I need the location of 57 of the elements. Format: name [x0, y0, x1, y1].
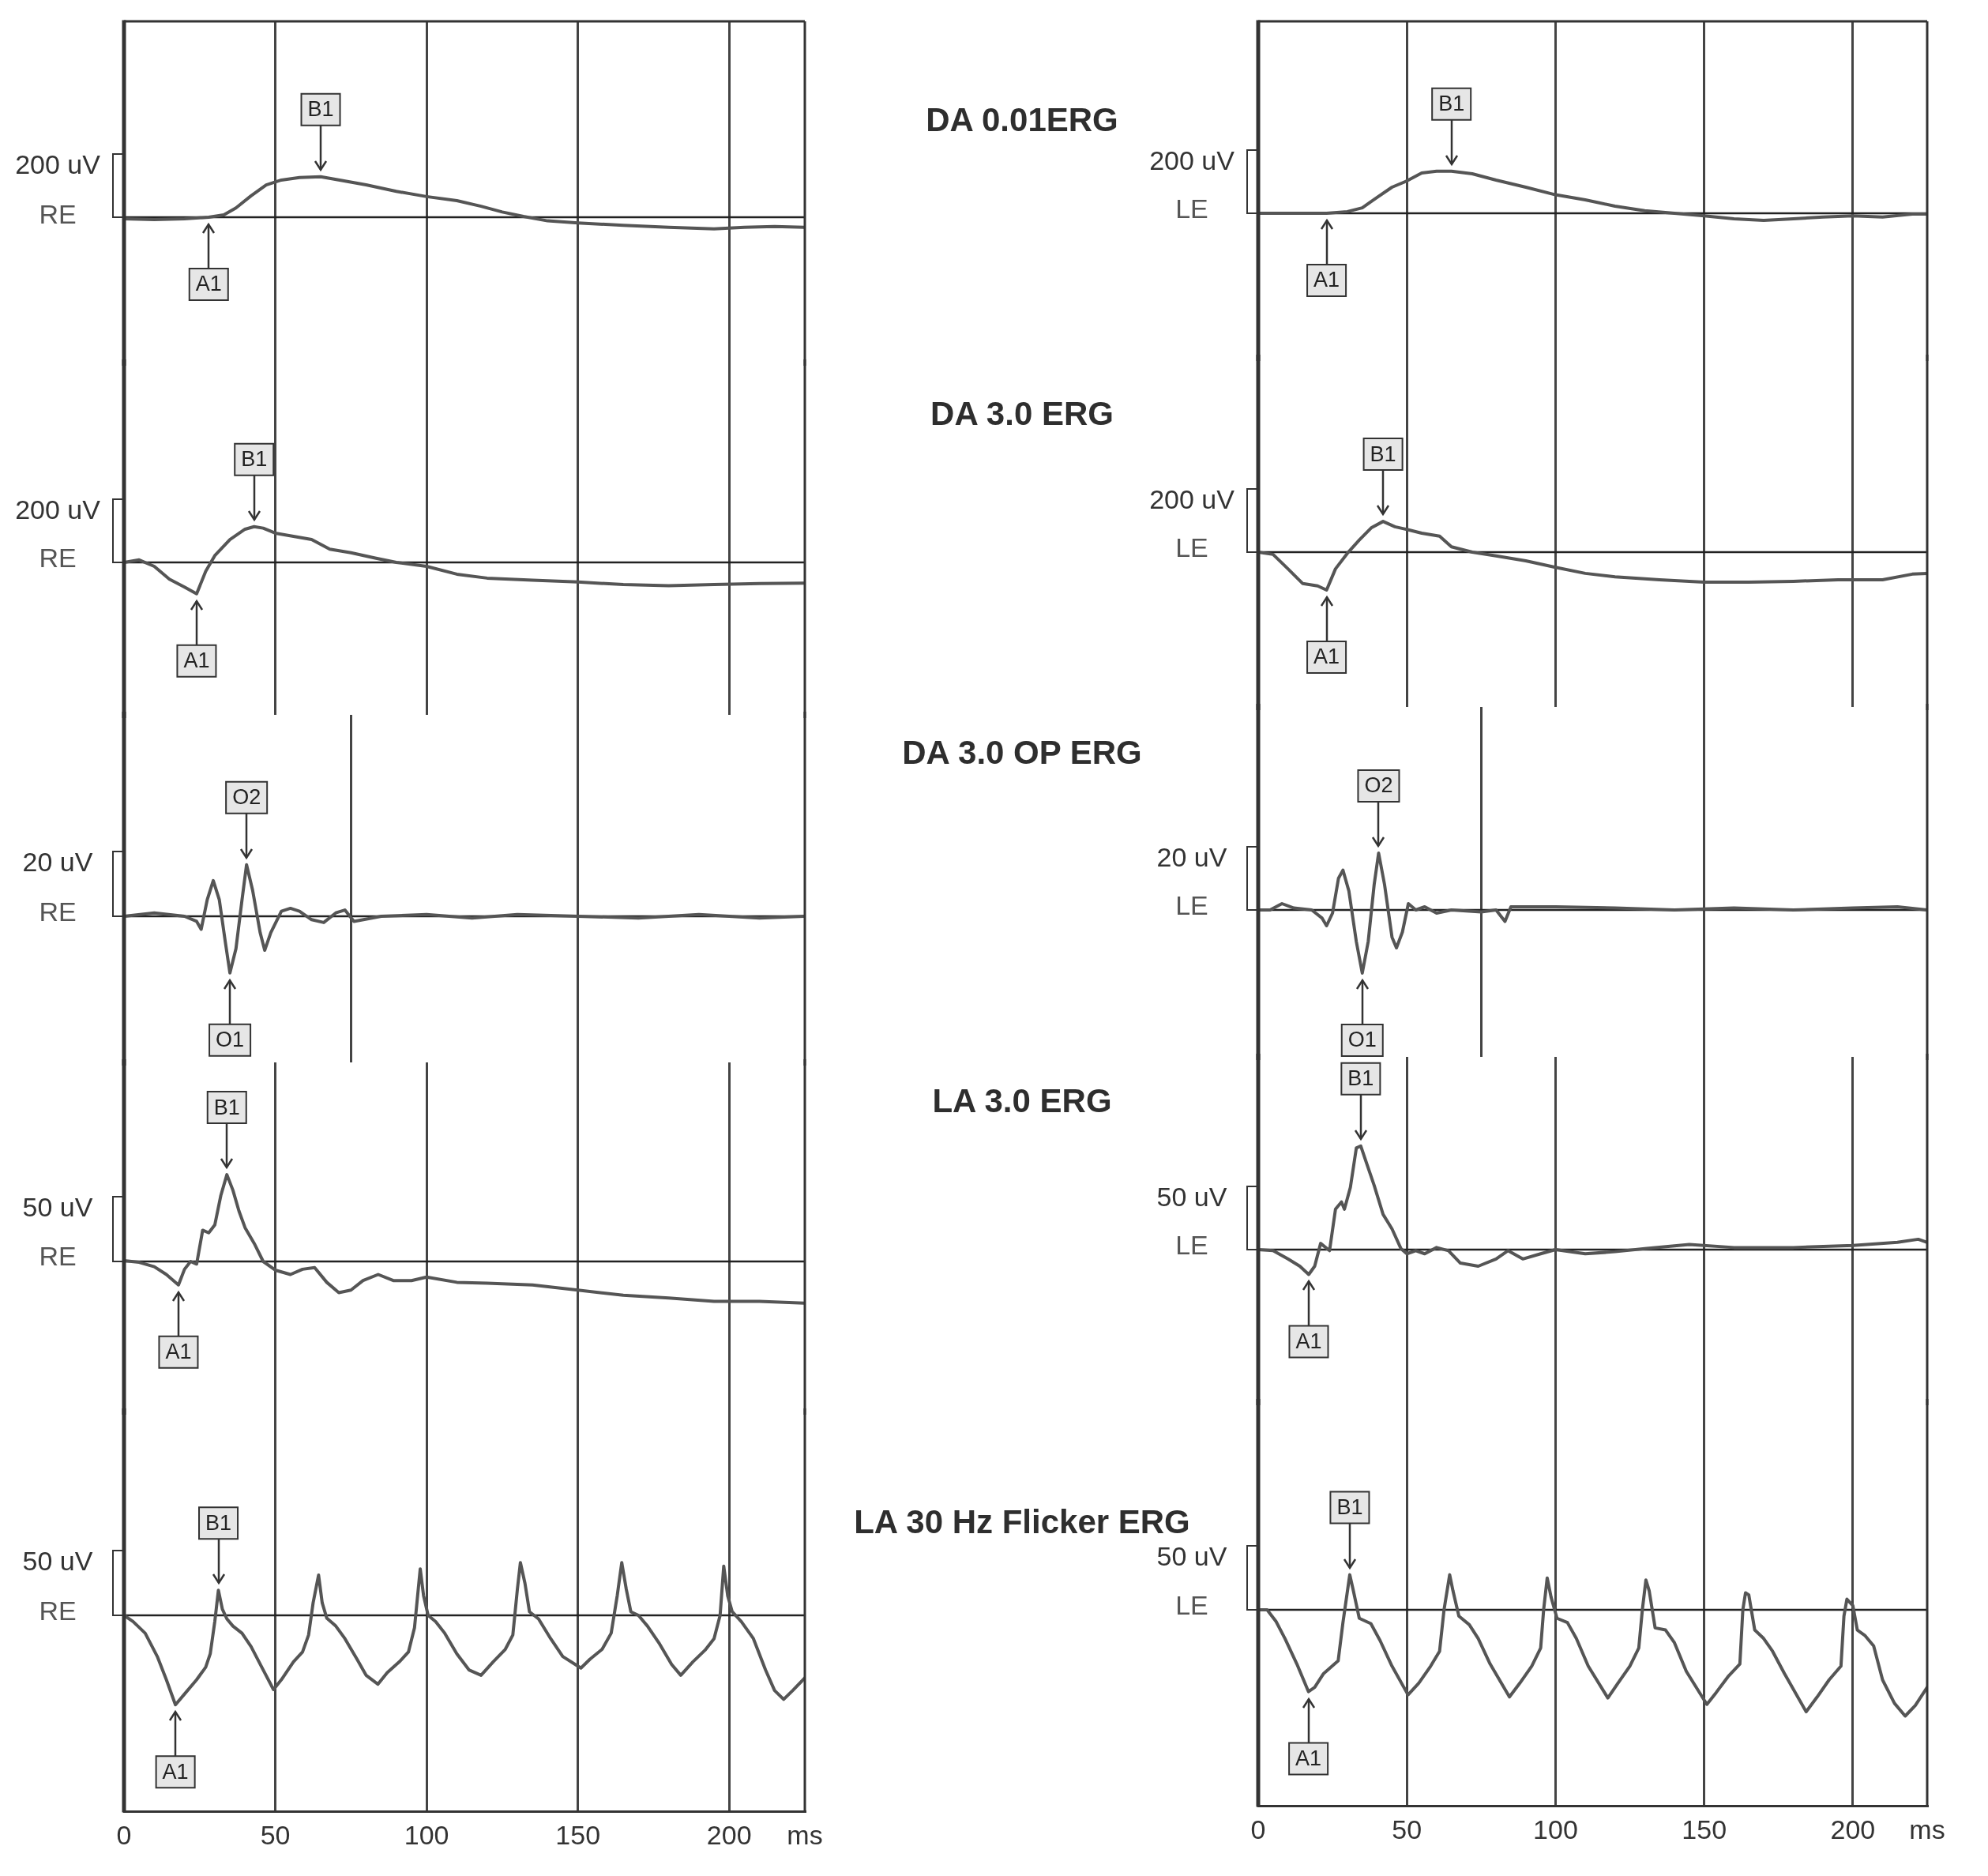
- chart-title: LA 30 Hz Flicker ERG: [854, 1503, 1190, 1540]
- x-tick-label: 100: [404, 1819, 449, 1850]
- series-label: RE: [39, 1596, 77, 1626]
- annotation: B1: [205, 1510, 232, 1535]
- x-tick-label: 50: [1392, 1814, 1422, 1844]
- annotation: B1: [1347, 1066, 1374, 1091]
- x-tick-label: 150: [1682, 1814, 1727, 1844]
- x-tick-label: 0: [116, 1819, 132, 1850]
- annotation: A1: [1313, 268, 1340, 292]
- annotation: B1: [213, 1095, 240, 1119]
- text: 200 uV: [15, 494, 101, 525]
- x-tick-label: 50: [260, 1819, 291, 1850]
- series-label: RE: [39, 897, 77, 927]
- x-axis-title: ms: [787, 1819, 823, 1850]
- annotation: A1: [1313, 645, 1340, 669]
- annotation: O2: [232, 785, 261, 810]
- text: 50 uV: [22, 1546, 93, 1577]
- series-label: RE: [39, 1241, 77, 1272]
- chart-title: DA 0.01ERG: [926, 101, 1118, 138]
- x-axis-title: ms: [1909, 1814, 1945, 1844]
- annotation: A1: [195, 272, 222, 296]
- annotation: B1: [307, 97, 334, 122]
- series-label: RE: [39, 543, 77, 573]
- series-label: LE: [1175, 194, 1208, 224]
- annotation: O2: [1364, 773, 1393, 798]
- text: 20 uV: [1156, 842, 1227, 873]
- series-label: LE: [1175, 1590, 1208, 1621]
- text: 200 uV: [1149, 484, 1235, 515]
- x-tick-label: 200: [706, 1819, 752, 1850]
- x-tick-label: 200: [1830, 1814, 1876, 1844]
- chart-title: LA 3.0 ERG: [932, 1082, 1112, 1119]
- annotation: A1: [165, 1340, 192, 1364]
- text: 50 uV: [1156, 1182, 1227, 1212]
- x-tick-label: 150: [555, 1819, 601, 1850]
- annotation: O1: [216, 1028, 245, 1052]
- annotation: B1: [1370, 442, 1396, 466]
- chart-title: DA 3.0 OP ERG: [902, 734, 1142, 771]
- annotation: A1: [1295, 1746, 1322, 1771]
- text: 200 uV: [15, 149, 101, 180]
- series-label: LE: [1175, 532, 1208, 563]
- annotation: A1: [1295, 1329, 1322, 1353]
- text: 20 uV: [22, 847, 93, 878]
- annotation: A1: [183, 649, 210, 673]
- text: 50 uV: [1156, 1541, 1227, 1572]
- annotation: B1: [241, 447, 268, 472]
- series-label: RE: [39, 199, 77, 230]
- text: 200 uV: [1149, 145, 1235, 176]
- text: 50 uV: [22, 1192, 93, 1223]
- x-tick-label: 0: [1250, 1814, 1266, 1844]
- series-label: LE: [1175, 1230, 1208, 1261]
- annotation: B1: [1438, 92, 1465, 116]
- series-label: LE: [1175, 890, 1208, 921]
- annotation: O1: [1347, 1028, 1377, 1052]
- chart-title: DA 3.0 ERG: [930, 395, 1114, 432]
- x-tick-label: 100: [1533, 1814, 1578, 1844]
- annotation: A1: [162, 1759, 189, 1784]
- annotation: B1: [1336, 1495, 1363, 1520]
